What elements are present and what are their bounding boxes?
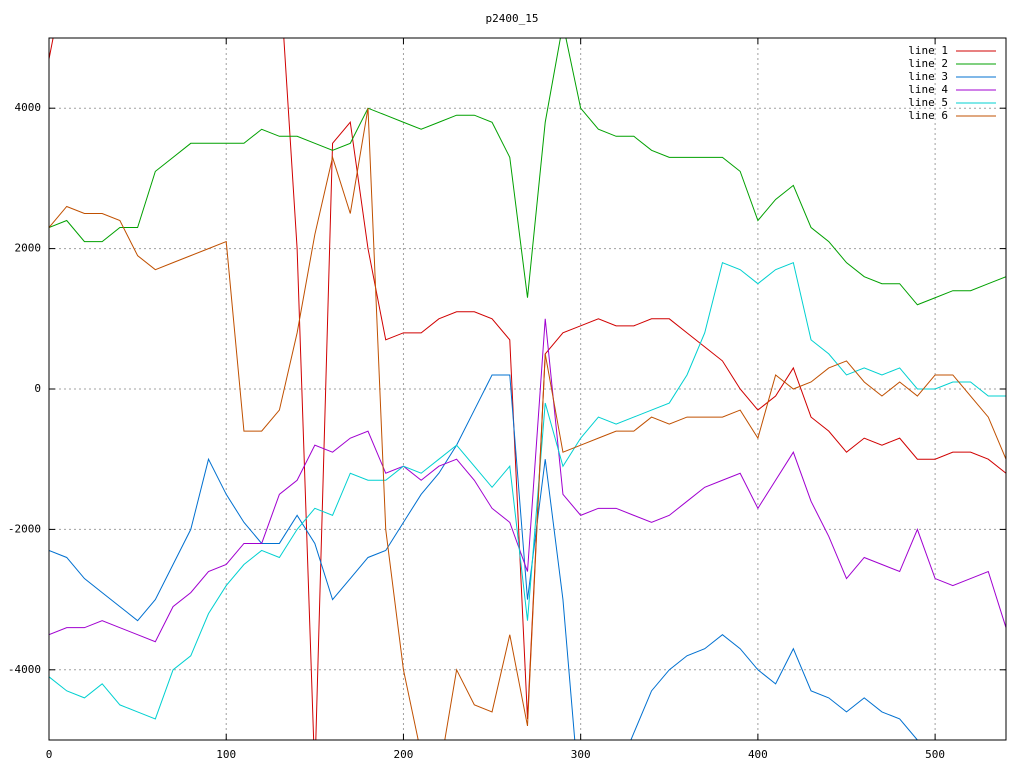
y-tick-label: -2000 bbox=[8, 522, 41, 535]
chart-title: p2400_15 bbox=[486, 12, 539, 25]
y-tick-label: 4000 bbox=[15, 101, 42, 114]
plot-frame bbox=[48, 37, 1007, 741]
data-line bbox=[49, 318, 1006, 643]
data-line bbox=[49, 108, 1006, 740]
y-tick-label: -4000 bbox=[8, 663, 41, 676]
legend-label: line 1 bbox=[908, 44, 948, 57]
legend-label: line 2 bbox=[908, 57, 948, 70]
y-tick-label: 0 bbox=[34, 382, 41, 395]
legend-label: line 5 bbox=[908, 96, 948, 109]
y-tick-label: 2000 bbox=[15, 242, 42, 255]
data-line bbox=[49, 374, 936, 740]
legend-label: line 3 bbox=[908, 70, 948, 83]
data-line bbox=[49, 261, 1006, 720]
plot-lines bbox=[49, 38, 1006, 740]
data-line bbox=[49, 38, 1006, 306]
legend-label: line 6 bbox=[908, 109, 948, 122]
x-tick-label: 500 bbox=[925, 748, 945, 761]
x-tick-label: 200 bbox=[394, 748, 414, 761]
x-tick-label: 0 bbox=[46, 748, 53, 761]
x-tick-label: 100 bbox=[216, 748, 236, 761]
x-tick-label: 300 bbox=[571, 748, 591, 761]
legend-label: line 4 bbox=[908, 83, 948, 96]
x-tick-label: 400 bbox=[748, 748, 768, 761]
